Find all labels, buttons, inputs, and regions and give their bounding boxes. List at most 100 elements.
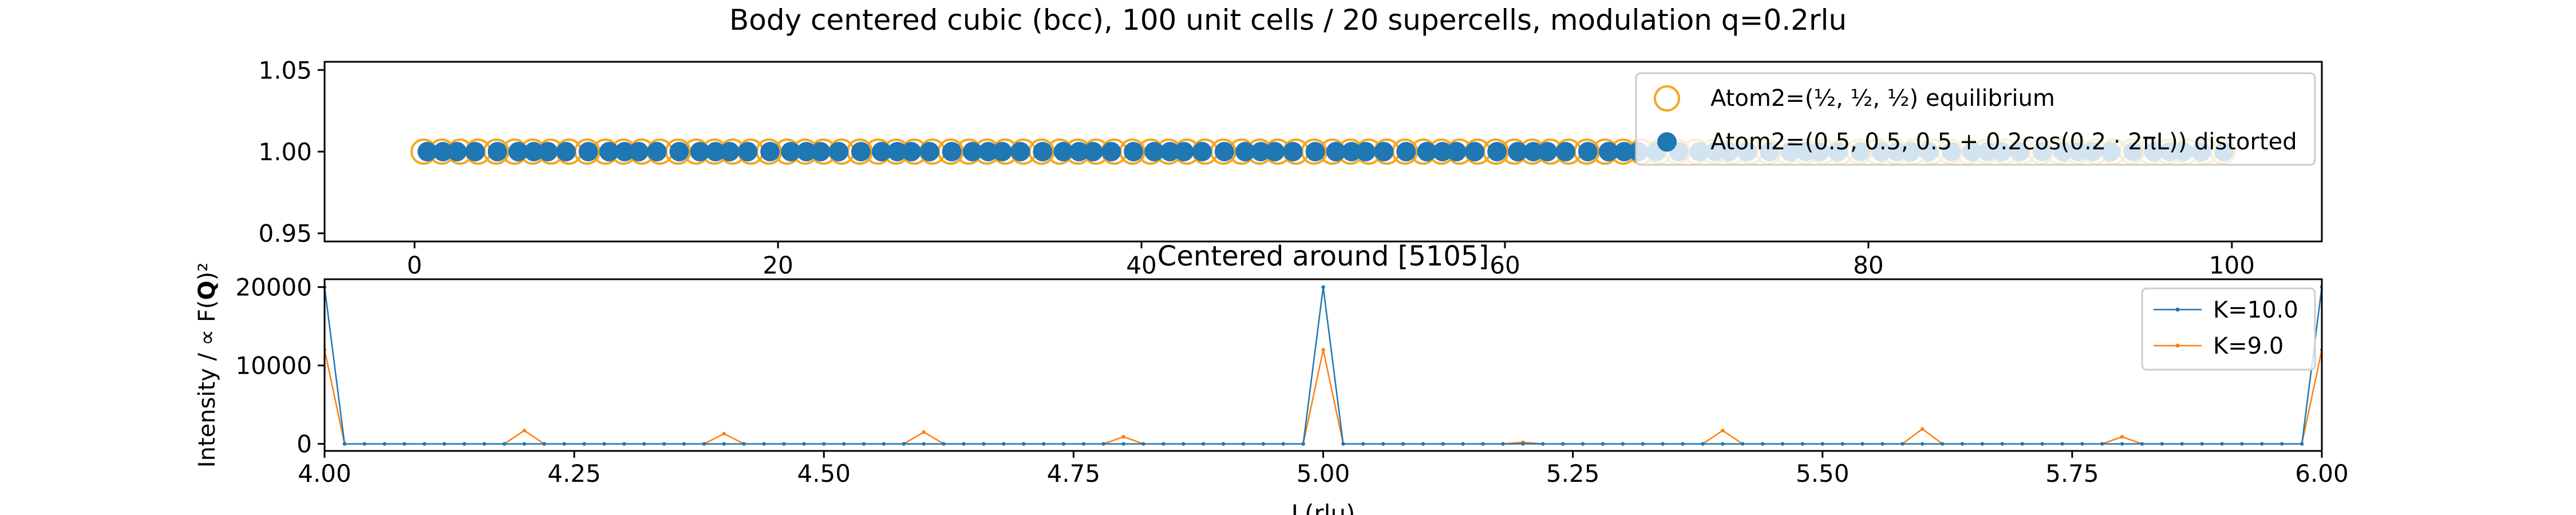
bottom-intensity-panel: 4.00 4.25 4.50 4.75 5.00 5.25 5.50 5.75 6.00 0 100… xyxy=(194,240,2349,515)
distorted-marker xyxy=(524,142,544,161)
distorted-marker xyxy=(508,142,528,161)
data-point xyxy=(402,442,406,446)
legend-marker-equilibrium xyxy=(1654,85,1680,112)
data-point xyxy=(342,442,347,446)
distorted-marker xyxy=(872,142,892,161)
distorted-marker xyxy=(556,142,576,161)
y-axis-label-tail: )² xyxy=(194,263,220,281)
distorted-marker xyxy=(1326,142,1346,161)
data-point xyxy=(722,442,726,446)
distorted-marker xyxy=(738,142,758,161)
x-tick-label: 5.25 xyxy=(1546,459,1600,488)
data-point xyxy=(362,442,366,446)
distorted-marker xyxy=(1523,142,1543,161)
y-axis-label: Intensity / ∝ F(Q)² xyxy=(194,263,220,468)
data-point xyxy=(1820,442,1824,446)
data-point xyxy=(1161,442,1165,446)
data-point xyxy=(622,442,626,446)
data-point xyxy=(1281,442,1285,446)
data-point xyxy=(782,442,786,446)
distorted-marker xyxy=(487,142,507,161)
distorted-marker xyxy=(1555,142,1575,161)
distorted-marker xyxy=(1033,142,1053,161)
distorted-marker xyxy=(829,142,849,161)
distorted-marker xyxy=(1251,142,1271,161)
data-point xyxy=(1800,442,1805,446)
data-point xyxy=(1261,442,1266,446)
legend-label-distorted: Atom2=(0.5, 0.5, 0.5 + 0.2cos(0.2 · 2πL)… xyxy=(1710,129,2297,155)
distorted-marker xyxy=(538,142,558,161)
legend-box xyxy=(1635,72,2316,166)
y-tick-label: 20000 xyxy=(235,274,312,302)
data-point xyxy=(1121,442,1125,446)
data-point xyxy=(2240,442,2244,446)
data-point xyxy=(2000,442,2004,446)
x-tick-label: 100 xyxy=(2209,251,2255,279)
data-point xyxy=(662,442,666,446)
data-point xyxy=(1401,442,1405,446)
distorted-marker xyxy=(1144,142,1164,161)
data-point xyxy=(2020,442,2024,446)
data-point xyxy=(1721,429,1725,433)
distorted-marker xyxy=(978,142,998,161)
data-point xyxy=(542,442,546,446)
data-point xyxy=(422,442,426,446)
data-point xyxy=(1381,442,1385,446)
distorted-marker xyxy=(796,142,816,161)
x-tick-label: 80 xyxy=(1853,251,1883,279)
data-point xyxy=(1182,442,1186,446)
distorted-marker xyxy=(1235,142,1255,161)
data-point xyxy=(502,442,507,446)
distorted-marker xyxy=(1508,142,1528,161)
data-point xyxy=(2120,435,2124,439)
distorted-marker xyxy=(1192,142,1212,161)
data-point xyxy=(1341,442,1345,446)
x-tick-label: 5.00 xyxy=(1297,459,1350,488)
distorted-marker xyxy=(1538,142,1558,161)
distorted-marker xyxy=(669,142,689,161)
x-tick-label: 5.50 xyxy=(1796,459,1850,488)
distorted-marker xyxy=(1305,142,1325,161)
distorted-marker xyxy=(942,142,962,161)
data-point xyxy=(1481,442,1485,446)
legend-marker-k9 xyxy=(2175,343,2180,348)
data-point xyxy=(602,442,606,446)
legend: K=10.0 K=9.0 xyxy=(2141,287,2316,371)
y-tick-label: 1.05 xyxy=(258,56,312,84)
distorted-marker xyxy=(629,142,649,161)
data-point xyxy=(962,442,966,446)
data-point xyxy=(1301,442,1305,446)
data-point xyxy=(1501,442,1505,446)
distorted-marker xyxy=(1053,142,1073,161)
panel-title: Centered around [5105] xyxy=(1157,240,1489,272)
distorted-marker xyxy=(1598,142,1618,161)
data-point xyxy=(982,442,986,446)
data-point xyxy=(1560,442,1565,446)
data-point xyxy=(762,442,766,446)
distorted-marker xyxy=(919,142,939,161)
series-K=10.0 xyxy=(325,285,2322,446)
data-point xyxy=(922,430,926,434)
distorted-marker xyxy=(1283,142,1303,161)
distorted-marker xyxy=(1374,142,1394,161)
data-point xyxy=(722,431,726,436)
x-tick-label: 5.75 xyxy=(2045,459,2099,488)
data-point xyxy=(2100,442,2104,446)
data-point xyxy=(2260,442,2264,446)
data-point xyxy=(2180,442,2184,446)
x-tick-label: 4.50 xyxy=(797,459,851,488)
data-point xyxy=(1541,442,1545,446)
series-line xyxy=(325,287,2322,445)
distorted-marker xyxy=(417,142,437,161)
data-point xyxy=(1421,442,1425,446)
x-tick-label: 6.00 xyxy=(2295,459,2349,488)
distorted-marker xyxy=(1396,142,1416,161)
x-axis-label: L(rlu) xyxy=(1291,500,1356,515)
data-point xyxy=(2300,442,2304,446)
distorted-marker xyxy=(1083,142,1103,161)
x-tick-label: 20 xyxy=(762,251,793,279)
distorted-marker xyxy=(1417,142,1437,161)
data-point xyxy=(2220,442,2224,446)
distorted-marker xyxy=(1069,142,1089,161)
distorted-marker xyxy=(705,142,725,161)
